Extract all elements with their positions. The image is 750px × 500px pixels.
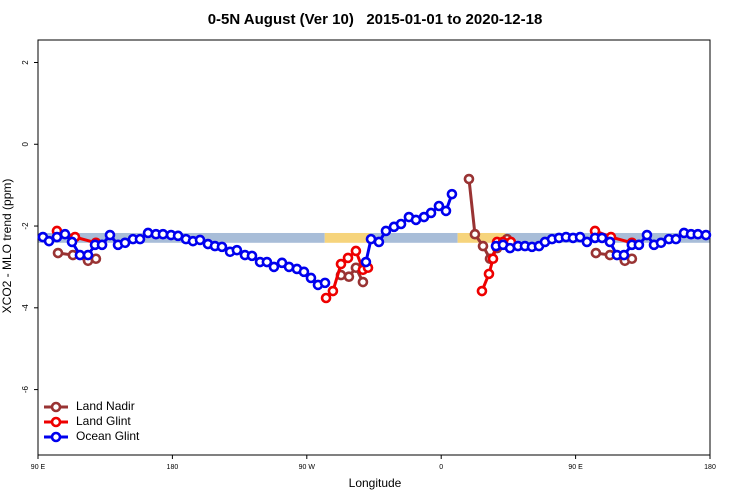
data-point bbox=[261, 256, 273, 268]
data-point bbox=[604, 236, 616, 248]
y-tick-label: 2 bbox=[21, 60, 30, 65]
data-point bbox=[487, 253, 499, 265]
data-point bbox=[319, 277, 331, 289]
data-point bbox=[82, 249, 94, 261]
data-point bbox=[590, 247, 602, 259]
x-tick-label: 180 bbox=[704, 464, 716, 471]
data-point bbox=[96, 239, 108, 251]
data-point bbox=[626, 253, 638, 265]
data-point bbox=[581, 236, 593, 248]
x-tick-label: 90 E bbox=[568, 464, 583, 471]
data-point bbox=[477, 240, 489, 252]
data-point bbox=[670, 233, 682, 245]
legend-marker bbox=[50, 431, 62, 443]
data-point bbox=[357, 276, 369, 288]
data-point bbox=[373, 236, 385, 248]
data-point bbox=[320, 292, 332, 304]
data-point bbox=[43, 235, 55, 247]
data-point bbox=[52, 247, 64, 259]
data-point bbox=[134, 233, 146, 245]
x-axis-label: Longitude bbox=[349, 476, 402, 490]
data-point bbox=[194, 234, 206, 246]
data-point bbox=[618, 249, 630, 261]
data-point bbox=[350, 245, 362, 257]
y-tick-label: -6 bbox=[21, 385, 30, 393]
data-point bbox=[380, 225, 392, 237]
data-point bbox=[446, 188, 458, 200]
data-point bbox=[342, 252, 354, 264]
band-segment bbox=[457, 232, 506, 243]
data-point bbox=[692, 228, 704, 240]
data-point bbox=[327, 285, 339, 297]
data-point bbox=[298, 266, 310, 278]
data-point bbox=[246, 250, 258, 262]
legend-label: Ocean Glint bbox=[76, 429, 140, 443]
data-point bbox=[476, 285, 488, 297]
x-tick-label: 0 bbox=[439, 464, 443, 471]
y-tick-label: -4 bbox=[21, 304, 30, 312]
data-point bbox=[483, 268, 495, 280]
legend-marker bbox=[50, 416, 62, 428]
data-point bbox=[216, 241, 228, 253]
data-point bbox=[90, 253, 102, 265]
data-point bbox=[305, 272, 317, 284]
data-point bbox=[343, 271, 355, 283]
band-segment bbox=[324, 232, 370, 243]
data-point bbox=[596, 232, 608, 244]
data-point bbox=[157, 228, 169, 240]
legend-label: Land Nadir bbox=[76, 399, 135, 413]
data-point bbox=[440, 205, 452, 217]
data-point bbox=[119, 237, 131, 249]
plot-frame bbox=[37, 39, 711, 456]
data-point bbox=[463, 173, 475, 185]
data-point bbox=[425, 207, 437, 219]
data-point bbox=[469, 228, 481, 240]
data-point bbox=[700, 229, 712, 241]
x-tick-label: 180 bbox=[167, 464, 179, 471]
data-point bbox=[633, 239, 645, 251]
data-point bbox=[268, 261, 280, 273]
legend-marker bbox=[50, 401, 62, 413]
x-tick-label: 90 E bbox=[31, 464, 46, 471]
data-point bbox=[231, 244, 243, 256]
data-point bbox=[104, 229, 116, 241]
legend-label: Land Glint bbox=[76, 414, 131, 428]
data-point bbox=[395, 218, 407, 230]
y-tick-label: -2 bbox=[21, 222, 30, 230]
data-point bbox=[655, 237, 667, 249]
data-point bbox=[433, 200, 445, 212]
y-tick-label: 0 bbox=[21, 141, 30, 146]
data-point bbox=[66, 236, 78, 248]
data-point bbox=[59, 228, 71, 240]
data-point bbox=[360, 256, 372, 268]
y-axis-label: XCO2 - MLO trend (ppm) bbox=[0, 179, 14, 314]
band-segment bbox=[369, 232, 458, 243]
data-point bbox=[335, 258, 347, 270]
data-point bbox=[641, 229, 653, 241]
data-point bbox=[574, 231, 586, 243]
chart-title: 0-5N August (Ver 10) 2015-01-01 to 2020-… bbox=[208, 11, 543, 28]
x-tick-label: 90 W bbox=[299, 464, 316, 471]
